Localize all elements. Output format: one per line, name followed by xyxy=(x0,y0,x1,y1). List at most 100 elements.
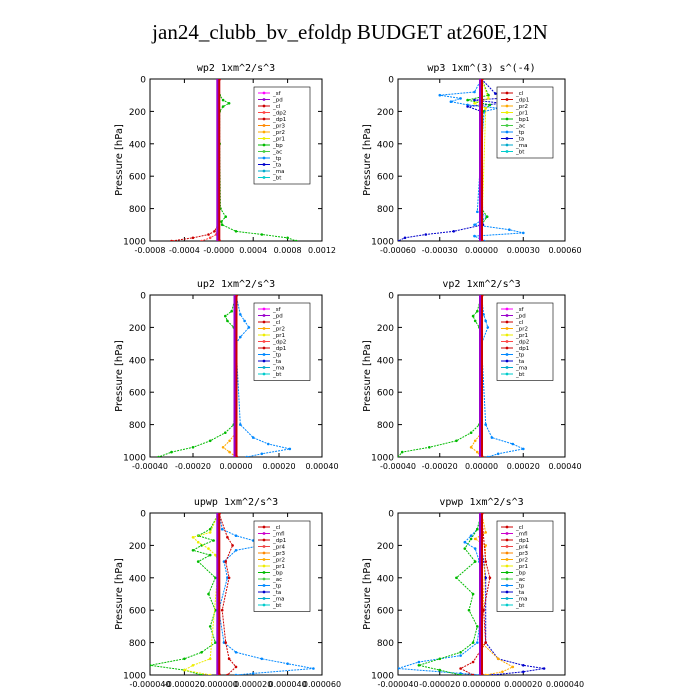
data-point-pr2 xyxy=(511,665,515,669)
y-tick-label: 200 xyxy=(129,542,146,552)
data-point-bp xyxy=(208,439,212,443)
x-tick-label: -0.000040 xyxy=(129,680,170,689)
legend-marker xyxy=(505,577,509,581)
data-point-tp xyxy=(490,436,494,439)
data-point-tp xyxy=(476,210,479,214)
legend-label: _dp2 xyxy=(515,340,529,346)
data-point-ta xyxy=(452,230,456,233)
data-point-pr2 xyxy=(221,446,225,449)
x-tick-label: 0.000000 xyxy=(200,680,238,689)
data-point-pr1 xyxy=(208,531,212,534)
data-point-bp xyxy=(428,446,431,449)
y-tick-label: 0 xyxy=(388,76,394,86)
data-point-pr2 xyxy=(469,446,473,449)
legend-marker xyxy=(505,320,509,324)
data-point-tp xyxy=(267,442,270,446)
legend-marker xyxy=(262,307,266,311)
legend-label: _pd xyxy=(272,314,283,320)
x-tick-label: 0.00000 xyxy=(219,462,252,471)
series-group xyxy=(170,79,298,241)
y-tick-label: 0 xyxy=(388,510,394,520)
data-point-pr2 xyxy=(473,537,477,541)
data-point-dp1 xyxy=(471,660,475,664)
data-point-pr2 xyxy=(473,439,477,443)
data-point-dp1 xyxy=(213,230,216,233)
data-point-tp xyxy=(459,97,462,100)
data-point-tp xyxy=(417,660,421,664)
legend-label: _pr1 xyxy=(515,564,528,570)
data-point-pr1 xyxy=(183,668,186,672)
data-point-tp xyxy=(449,100,453,103)
y-tick-label: 0 xyxy=(140,510,146,520)
x-tick-label: 0.000020 xyxy=(234,680,272,689)
data-point-bp xyxy=(471,592,475,596)
data-point-bp xyxy=(207,592,210,596)
y-tick-label: 200 xyxy=(377,324,394,334)
legend-marker xyxy=(262,346,266,350)
series-line-tp xyxy=(218,513,314,675)
data-point-bp xyxy=(471,641,475,644)
data-point-tp xyxy=(522,447,525,451)
y-axis-label: Pressure [hPa] xyxy=(114,558,125,630)
y-tick-label: 200 xyxy=(377,542,394,552)
data-point-pr1 xyxy=(196,540,200,544)
data-point-dp1 xyxy=(226,536,229,539)
data-point-bp xyxy=(212,539,215,542)
data-point-bp xyxy=(226,319,229,323)
data-point-bp xyxy=(417,664,421,667)
data-point-bp xyxy=(200,673,203,675)
x-tick-label: 0.000040 xyxy=(269,680,307,689)
y-tick-label: 600 xyxy=(129,389,146,399)
legend-label: _dp1 xyxy=(515,538,529,544)
legend-marker xyxy=(262,590,266,594)
y-tick-label: 600 xyxy=(377,389,394,399)
data-point-dp1 xyxy=(191,236,195,240)
y-tick-label: 600 xyxy=(377,173,394,183)
x-tick-label: -0.00040 xyxy=(132,462,168,471)
data-point-dp1 xyxy=(226,673,229,675)
legend-label: _sf xyxy=(272,91,282,97)
y-tick-label: 1000 xyxy=(371,238,394,248)
x-tick-label: 0.00020 xyxy=(507,462,540,471)
x-tick-label: 0.000040 xyxy=(546,680,584,689)
data-point-bp xyxy=(234,230,238,233)
legend-marker xyxy=(505,91,509,95)
data-point-bp xyxy=(473,560,477,563)
data-point-bp xyxy=(224,314,227,318)
data-point-ta xyxy=(542,667,546,670)
data-point-bp xyxy=(459,651,462,654)
legend-marker xyxy=(262,169,266,173)
data-point-bp xyxy=(471,314,475,318)
data-point-bp xyxy=(463,547,467,550)
data-point-ta xyxy=(424,233,428,236)
data-point-tp xyxy=(508,228,511,231)
data-point-tp xyxy=(486,455,490,457)
legend-label: _cl xyxy=(272,525,281,531)
data-point-pr1 xyxy=(473,102,476,105)
y-tick-label: 200 xyxy=(129,108,146,118)
legend-marker xyxy=(505,525,509,529)
data-point-dp1 xyxy=(220,608,224,612)
legend-marker xyxy=(505,104,509,108)
y-axis-label: Pressure [hPa] xyxy=(114,124,125,196)
data-point-pr1 xyxy=(214,553,217,557)
legend-marker xyxy=(262,538,266,542)
legend-label: _dp1 xyxy=(272,117,286,123)
data-point-tp xyxy=(473,547,477,550)
x-tick-label: 0.00040 xyxy=(548,462,581,471)
y-tick-label: 800 xyxy=(129,421,146,431)
legend-label: _dp1 xyxy=(515,98,529,104)
legend-marker xyxy=(262,327,266,330)
data-point-tp xyxy=(234,549,238,552)
legend-label: _dp2 xyxy=(272,111,286,117)
data-point-bp xyxy=(476,309,479,313)
x-tick-label: -0.0004 xyxy=(169,246,200,255)
x-tick-label: -0.00030 xyxy=(422,246,458,255)
y-tick-label: 400 xyxy=(377,574,394,584)
legend-label: _ac xyxy=(515,577,525,583)
data-point-pr2 xyxy=(484,673,487,675)
x-tick-label: -0.0008 xyxy=(135,246,166,255)
legend-marker xyxy=(505,143,509,147)
data-point-tp xyxy=(234,651,238,654)
data-point-bp xyxy=(455,439,458,443)
